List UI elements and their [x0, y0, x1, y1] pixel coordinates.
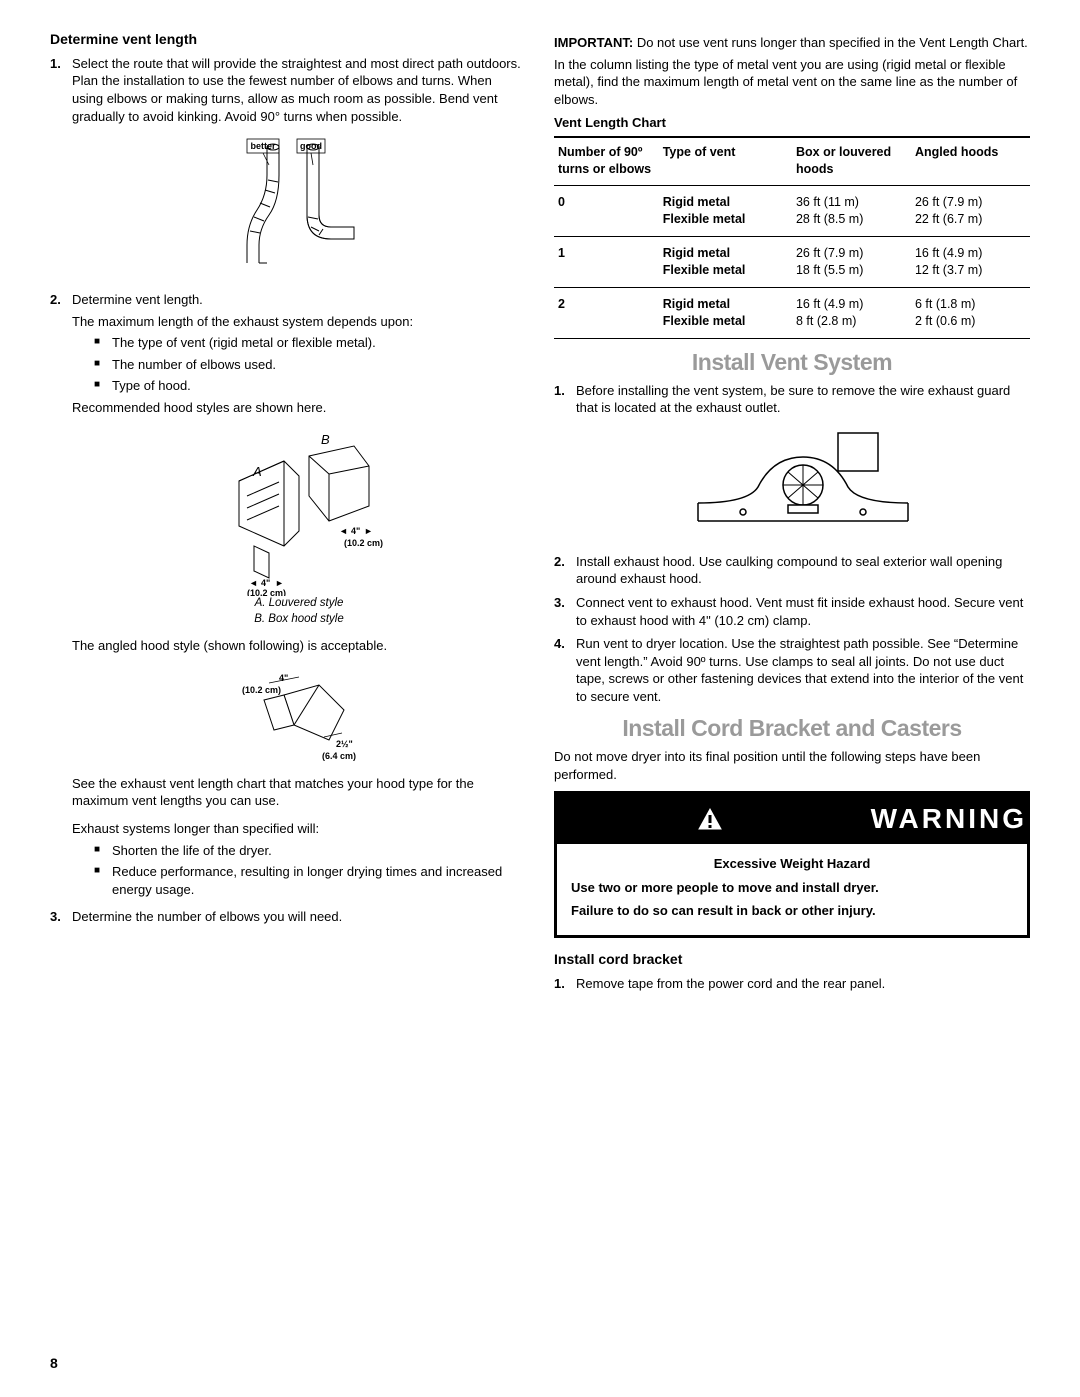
- svg-text:A: A: [252, 464, 262, 479]
- item2-see: See the exhaust vent length chart that m…: [72, 775, 526, 810]
- th-angled-hoods: Angled hoods: [911, 137, 1030, 186]
- s1-num-2: 2.: [554, 553, 576, 588]
- sec2-intro: Do not move dryer into its final positio…: [554, 748, 1030, 783]
- item2-rec: Recommended hood styles are shown here.: [72, 399, 526, 417]
- ic-num-1: 1.: [554, 975, 576, 993]
- cell: 0: [554, 186, 659, 237]
- item1-text: Select the route that will provide the s…: [72, 56, 521, 124]
- cell: Rigid metalFlexible metal: [659, 287, 792, 338]
- cell: Rigid metalFlexible metal: [659, 186, 792, 237]
- svg-text:►: ►: [364, 526, 373, 536]
- cell: 2: [554, 287, 659, 338]
- bullet-elbows: The number of elbows used.: [94, 356, 526, 374]
- important-text: Do not use vent runs longer than specifi…: [633, 35, 1028, 50]
- s1-text-2: Install exhaust hood. Use caulking compo…: [576, 553, 1030, 588]
- svg-text:◄: ◄: [339, 526, 348, 536]
- svg-text:(6.4 cm): (6.4 cm): [322, 751, 356, 761]
- item3-text: Determine the number of elbows you will …: [72, 908, 526, 926]
- bullet-shorten-life: Shorten the life of the dryer.: [94, 842, 526, 860]
- cell: Rigid metalFlexible metal: [659, 237, 792, 288]
- svg-text:(10.2 cm): (10.2 cm): [247, 588, 286, 596]
- svg-text:►: ►: [275, 578, 284, 588]
- item2-angled: The angled hood style (shown following) …: [72, 637, 526, 655]
- warn-line-2: Use two or more people to move and insta…: [571, 878, 1013, 898]
- item2-text: Determine vent length.: [72, 292, 203, 307]
- svg-text:better: better: [250, 141, 276, 151]
- cell: 1: [554, 237, 659, 288]
- list-num-3: 3.: [50, 908, 72, 926]
- figure-angled-hood: 4" (10.2 cm) 2½" (6.4 cm): [72, 665, 526, 765]
- svg-text:(10.2 cm): (10.2 cm): [242, 685, 281, 695]
- heading-install-cord-bracket: Install cord bracket: [554, 950, 1030, 969]
- warning-icon: [697, 807, 723, 831]
- svg-text:4": 4": [279, 673, 288, 683]
- section-install-cord: Install Cord Bracket and Casters: [554, 713, 1030, 744]
- warn-line-1: Excessive Weight Hazard: [571, 854, 1013, 874]
- list-num-2: 2.: [50, 291, 72, 902]
- svg-text:4": 4": [351, 526, 360, 536]
- vent-length-table: Number of 90º turns or elbows Type of ve…: [554, 136, 1030, 339]
- item2-sub: The maximum length of the exhaust system…: [72, 313, 526, 331]
- fig2-caption-b: B. Box hood style: [72, 612, 526, 628]
- cell: 16 ft (4.9 m)8 ft (2.8 m): [792, 287, 911, 338]
- item2-longer: Exhaust systems longer than specified wi…: [72, 820, 526, 838]
- cell: 26 ft (7.9 m)18 ft (5.5 m): [792, 237, 911, 288]
- svg-text:4": 4": [261, 578, 270, 588]
- figure-exhaust-guard: [576, 427, 1030, 537]
- th-vent-type: Type of vent: [659, 137, 792, 186]
- s1-text-4: Run vent to dryer location. Use the stra…: [576, 635, 1030, 705]
- svg-text:good: good: [300, 141, 322, 151]
- cell: 6 ft (1.8 m)2 ft (0.6 m): [911, 287, 1030, 338]
- s1-text-3: Connect vent to exhaust hood. Vent must …: [576, 594, 1030, 629]
- s1-num-3: 3.: [554, 594, 576, 629]
- s1-num-4: 4.: [554, 635, 576, 705]
- warning-bar-text: WARNING: [871, 800, 1027, 838]
- important-label: IMPORTANT:: [554, 35, 633, 50]
- svg-text:2½": 2½": [336, 739, 353, 749]
- page-number: 8: [50, 1354, 58, 1373]
- s1-text-1: Before installing the vent system, be su…: [576, 383, 1010, 416]
- section-install-vent: Install Vent System: [554, 347, 1030, 378]
- s1-num-1: 1.: [554, 382, 576, 547]
- cell: 36 ft (11 m)28 ft (8.5 m): [792, 186, 911, 237]
- important-note: IMPORTANT: Do not use vent runs longer t…: [554, 34, 1030, 52]
- chart-title: Vent Length Chart: [554, 114, 1030, 132]
- fig2-caption-a: A. Louvered style: [72, 596, 526, 612]
- warn-line-3: Failure to do so can result in back or o…: [571, 901, 1013, 921]
- heading-determine-vent: Determine vent length: [50, 30, 526, 49]
- bullet-vent-type: The type of vent (rigid metal or flexibl…: [94, 334, 526, 352]
- th-box-hoods: Box or louvered hoods: [792, 137, 911, 186]
- th-elbows: Number of 90º turns or elbows: [554, 137, 659, 186]
- svg-text:◄: ◄: [249, 578, 258, 588]
- svg-text:(10.2 cm): (10.2 cm): [344, 538, 383, 548]
- svg-text:B: B: [321, 432, 330, 447]
- bullet-hood-type: Type of hood.: [94, 377, 526, 395]
- cell: 26 ft (7.9 m)22 ft (6.7 m): [911, 186, 1030, 237]
- figure-vent-bends: better good: [72, 135, 526, 275]
- cell: 16 ft (4.9 m)12 ft (3.7 m): [911, 237, 1030, 288]
- intro-text: In the column listing the type of metal …: [554, 56, 1030, 109]
- ic-text-1: Remove tape from the power cord and the …: [576, 975, 1030, 993]
- warning-box: WARNING Excessive Weight Hazard Use two …: [554, 791, 1030, 937]
- list-num-1: 1.: [50, 55, 72, 285]
- bullet-reduce-perf: Reduce performance, resulting in longer …: [94, 863, 526, 898]
- figure-hood-styles: A B ◄4"► (10.2 cm) ◄4"► (10.2 cm) A: [72, 426, 526, 627]
